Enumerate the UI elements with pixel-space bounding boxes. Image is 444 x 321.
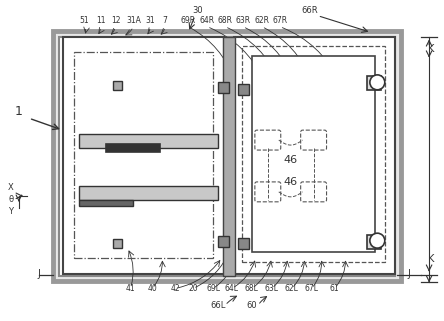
Circle shape (370, 233, 385, 248)
Text: K: K (428, 254, 434, 264)
Text: 68L: 68L (245, 284, 259, 293)
Bar (114, 81, 123, 90)
Bar (53, 30, 401, 282)
Bar (114, 239, 123, 247)
Text: 62R: 62R (254, 16, 270, 25)
Text: 63R: 63R (235, 16, 250, 25)
Text: 60: 60 (246, 301, 257, 310)
Bar (223, 37, 235, 275)
Bar (59, 37, 395, 275)
Text: 20: 20 (188, 284, 198, 293)
Bar (63, 37, 224, 273)
Text: 69R: 69R (181, 16, 196, 25)
Text: 46: 46 (284, 177, 298, 187)
Text: 66R: 66R (301, 6, 318, 15)
Bar (238, 84, 249, 95)
Text: 62L: 62L (285, 284, 299, 293)
Text: 66L: 66L (210, 301, 226, 310)
Bar (238, 238, 249, 249)
Text: 67R: 67R (272, 16, 287, 25)
Text: 31A: 31A (126, 16, 141, 25)
Text: 64R: 64R (199, 16, 214, 25)
Circle shape (370, 75, 385, 90)
Text: 41: 41 (126, 284, 135, 293)
Text: 31: 31 (146, 16, 155, 25)
Text: 42: 42 (170, 284, 180, 293)
Text: 7: 7 (163, 16, 168, 25)
Bar (367, 76, 381, 90)
Text: 51: 51 (80, 16, 89, 25)
Bar (242, 47, 385, 262)
Text: 69L: 69L (206, 284, 220, 293)
Text: J: J (37, 270, 40, 280)
Text: X: X (8, 183, 14, 192)
Bar (79, 134, 218, 148)
Text: θ: θ (8, 195, 13, 204)
Bar (74, 52, 213, 257)
Text: 46: 46 (284, 155, 298, 165)
Text: 63L: 63L (265, 284, 279, 293)
Bar (252, 56, 375, 252)
Text: 68R: 68R (218, 16, 233, 25)
Text: K: K (428, 45, 434, 55)
Bar (218, 236, 229, 247)
Bar (234, 37, 395, 273)
Bar (106, 144, 160, 152)
Text: J: J (408, 270, 411, 280)
Text: 30: 30 (193, 6, 203, 15)
Bar (79, 186, 218, 200)
Text: 40: 40 (147, 284, 157, 293)
Text: 67L: 67L (305, 284, 319, 293)
Text: Y: Y (8, 207, 13, 216)
Text: 12: 12 (111, 16, 120, 25)
Bar (79, 200, 133, 206)
Bar (218, 82, 229, 93)
Text: 1: 1 (15, 105, 23, 118)
Text: 11: 11 (96, 16, 105, 25)
Text: 61: 61 (330, 284, 339, 293)
Text: 64L: 64L (225, 284, 239, 293)
Bar (367, 235, 381, 249)
